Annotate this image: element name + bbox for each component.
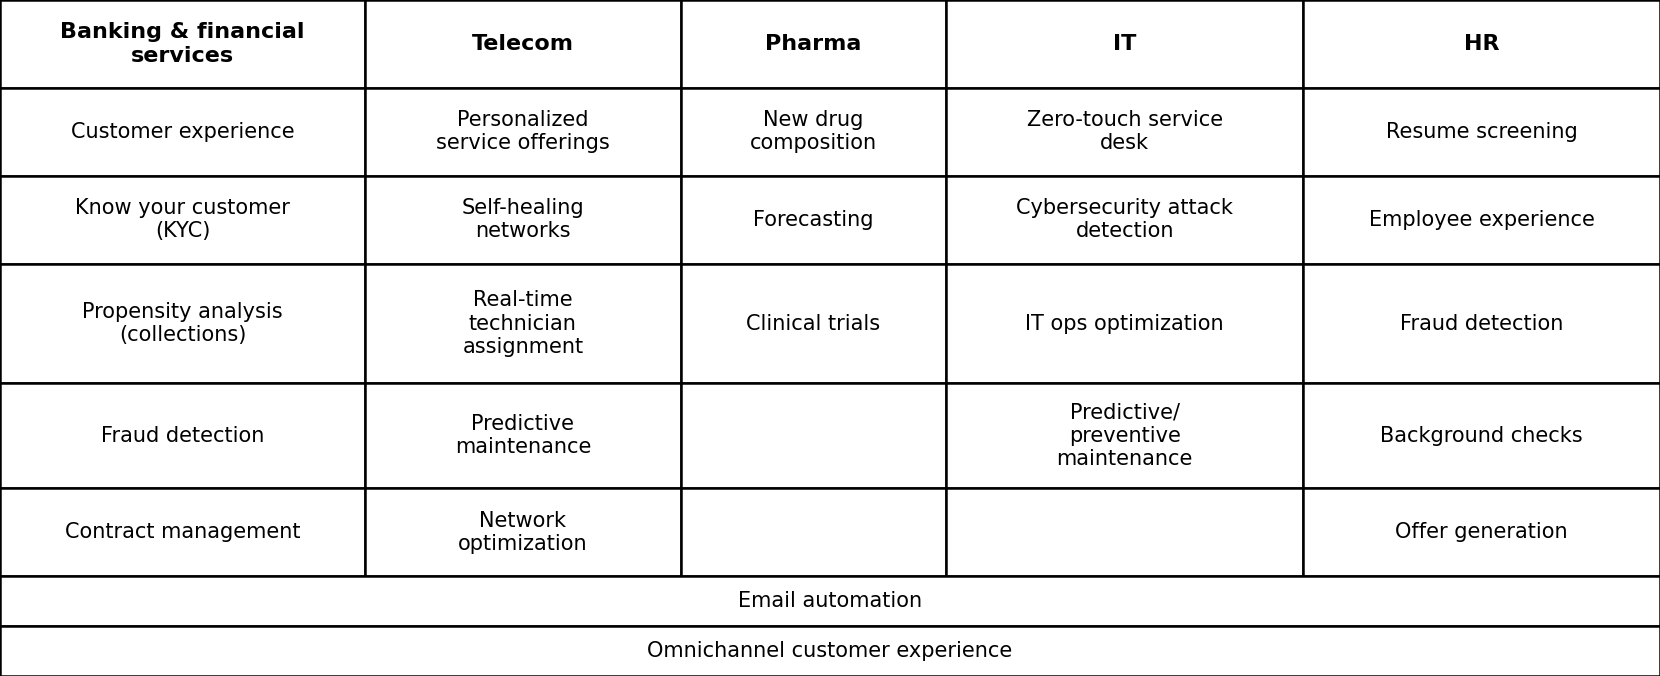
Text: IT: IT [1112, 34, 1137, 54]
Bar [681, 488, 946, 576]
Bar [946, 176, 1303, 264]
Text: Background checks: Background checks [1379, 426, 1584, 446]
Text: Banking & financial
services: Banking & financial services [60, 22, 305, 66]
Bar [1303, 0, 1660, 88]
Bar [1303, 264, 1660, 383]
Bar [365, 264, 681, 383]
Bar [0, 576, 1660, 626]
Bar [946, 264, 1303, 383]
Bar [681, 0, 946, 88]
Bar [946, 0, 1303, 88]
Text: Fraud detection: Fraud detection [1399, 314, 1564, 333]
Bar [0, 626, 1660, 676]
Text: Employee experience: Employee experience [1368, 210, 1595, 230]
Bar [365, 383, 681, 488]
Text: Cybersecurity attack
detection: Cybersecurity attack detection [1016, 198, 1233, 241]
Bar [0, 488, 365, 576]
Text: Predictive/
preventive
maintenance: Predictive/ preventive maintenance [1056, 403, 1194, 469]
Text: Know your customer
(KYC): Know your customer (KYC) [75, 198, 290, 241]
Bar [946, 383, 1303, 488]
Bar [0, 88, 365, 176]
Text: Customer experience: Customer experience [71, 122, 294, 142]
Text: HR: HR [1464, 34, 1499, 54]
Bar [681, 88, 946, 176]
Text: Email automation: Email automation [739, 591, 921, 611]
Text: Predictive
maintenance: Predictive maintenance [455, 414, 591, 458]
Text: Resume screening: Resume screening [1386, 122, 1577, 142]
Text: Offer generation: Offer generation [1396, 523, 1567, 542]
Bar [0, 383, 365, 488]
Text: Zero-touch service
desk: Zero-touch service desk [1026, 110, 1223, 153]
Bar [681, 383, 946, 488]
Bar [0, 264, 365, 383]
Text: Propensity analysis
(collections): Propensity analysis (collections) [83, 302, 282, 345]
Bar [365, 176, 681, 264]
Text: Telecom: Telecom [471, 34, 574, 54]
Text: Pharma: Pharma [765, 34, 862, 54]
Bar [365, 488, 681, 576]
Bar [0, 176, 365, 264]
Bar [681, 176, 946, 264]
Bar [1303, 383, 1660, 488]
Text: Real-time
technician
assignment: Real-time technician assignment [463, 290, 583, 357]
Text: Network
optimization: Network optimization [458, 510, 588, 554]
Bar [946, 88, 1303, 176]
Bar [946, 488, 1303, 576]
Text: Clinical trials: Clinical trials [747, 314, 880, 333]
Bar [1303, 88, 1660, 176]
Bar [365, 0, 681, 88]
Text: Fraud detection: Fraud detection [101, 426, 264, 446]
Bar [365, 88, 681, 176]
Text: IT ops optimization: IT ops optimization [1026, 314, 1223, 333]
Text: Personalized
service offerings: Personalized service offerings [437, 110, 609, 153]
Bar [1303, 488, 1660, 576]
Text: Self-healing
networks: Self-healing networks [461, 198, 584, 241]
Text: Forecasting: Forecasting [754, 210, 873, 230]
Bar [681, 264, 946, 383]
Text: Contract management: Contract management [65, 523, 300, 542]
Text: Omnichannel customer experience: Omnichannel customer experience [647, 641, 1013, 661]
Bar [0, 0, 365, 88]
Text: New drug
composition: New drug composition [750, 110, 876, 153]
Bar [1303, 176, 1660, 264]
